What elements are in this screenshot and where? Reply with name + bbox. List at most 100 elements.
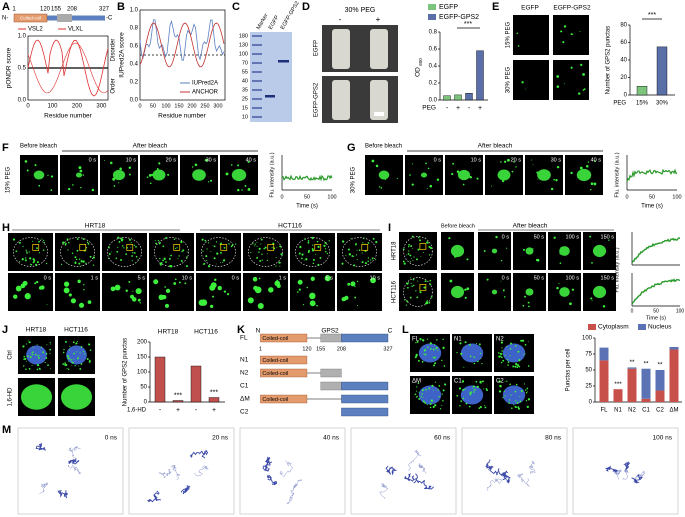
puncta — [527, 398, 531, 401]
puncta — [347, 248, 350, 251]
label: 10 s — [471, 157, 482, 163]
puncta — [87, 300, 92, 304]
bar-segment — [641, 368, 651, 399]
puncta — [443, 365, 446, 367]
puncta — [579, 166, 583, 170]
puncta — [571, 33, 574, 36]
puncta — [316, 240, 319, 243]
puncta — [175, 247, 177, 250]
puncta — [35, 353, 37, 356]
label: Cytoplasm — [598, 324, 629, 331]
label: 0 — [26, 104, 30, 110]
puncta — [226, 293, 230, 296]
puncta — [108, 246, 110, 249]
puncta — [24, 259, 27, 262]
label: - — [339, 15, 342, 24]
panel-letter: K — [237, 324, 245, 336]
label: *** — [614, 381, 622, 388]
puncta — [201, 238, 204, 241]
puncta — [585, 165, 589, 168]
label: 1 — [12, 7, 16, 13]
puncta — [362, 237, 365, 240]
puncta — [250, 252, 252, 254]
puncta — [514, 390, 517, 393]
puncta — [119, 167, 122, 171]
puncta — [185, 265, 189, 268]
puncta — [276, 283, 281, 288]
label: Coiled-coil — [262, 371, 288, 377]
puncta — [72, 184, 74, 186]
shape — [252, 62, 262, 64]
chain — [497, 468, 507, 481]
puncta — [186, 256, 188, 258]
label: 0 — [631, 308, 634, 314]
puncta — [36, 364, 40, 367]
puncta — [421, 393, 423, 395]
puncta — [305, 258, 308, 261]
shape — [252, 71, 262, 73]
puncta — [550, 187, 554, 191]
puncta — [34, 282, 37, 285]
puncta — [223, 246, 226, 249]
puncta — [371, 159, 375, 163]
label: C — [388, 328, 393, 335]
puncta — [506, 345, 508, 348]
puncta — [370, 277, 376, 284]
puncta — [441, 359, 443, 362]
puncta — [120, 258, 123, 261]
puncta — [433, 356, 436, 359]
nucleus — [460, 385, 484, 405]
y-tick-label: 0.4 — [429, 64, 438, 70]
label: 1.0 — [18, 34, 27, 40]
snapshot — [350, 427, 457, 515]
puncta — [405, 304, 407, 306]
puncta — [71, 365, 73, 366]
puncta — [234, 243, 237, 245]
puncta — [47, 174, 49, 176]
puncta — [26, 169, 29, 172]
nucleus — [460, 343, 484, 363]
label: Time (s) — [641, 204, 663, 210]
puncta — [31, 353, 34, 356]
puncta — [163, 257, 166, 260]
puncta — [268, 287, 274, 293]
label: HCT116 — [392, 280, 398, 303]
puncta — [429, 247, 431, 249]
puncta — [130, 242, 132, 244]
puncta — [79, 352, 81, 354]
puncta — [113, 185, 116, 187]
puncta — [415, 290, 417, 292]
puncta — [426, 300, 428, 302]
shape — [320, 368, 342, 378]
puncta — [132, 290, 134, 292]
micrograph — [399, 273, 437, 311]
puncta — [465, 402, 468, 405]
puncta — [396, 177, 398, 179]
puncta — [86, 358, 89, 361]
micrograph — [8, 273, 53, 311]
panel-letter: C — [232, 1, 240, 13]
label: 25 — [242, 96, 248, 102]
puncta — [323, 244, 326, 247]
puncta — [82, 238, 85, 241]
puncta — [367, 257, 370, 259]
puncta — [80, 186, 82, 189]
puncta — [258, 277, 261, 280]
chain — [68, 445, 81, 459]
puncta — [74, 364, 76, 367]
puncta — [307, 241, 310, 244]
puncta — [62, 241, 65, 244]
label: 100 s — [566, 234, 580, 240]
chain — [262, 460, 270, 472]
puncta — [70, 358, 72, 361]
puncta — [85, 262, 87, 264]
puncta — [205, 159, 209, 162]
puncta — [29, 356, 32, 359]
puncta — [361, 252, 363, 254]
puncta — [206, 248, 208, 250]
label: *** — [648, 12, 656, 19]
puncta — [42, 351, 45, 354]
droplet — [192, 169, 206, 181]
puncta — [117, 236, 120, 239]
label: 30 s — [206, 157, 217, 163]
